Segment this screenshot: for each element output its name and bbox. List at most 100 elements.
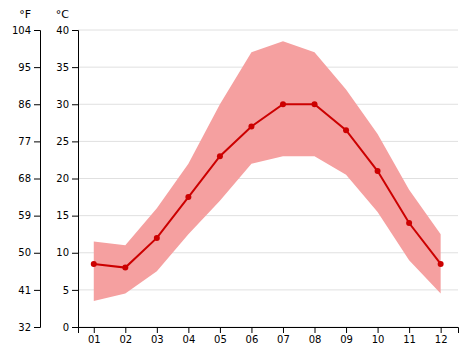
tick-label: 07 (277, 334, 290, 345)
tick-label: 40 (56, 25, 69, 36)
tick: 25 (56, 136, 78, 147)
tick: 15 (56, 210, 78, 221)
tick-label: 35 (56, 62, 69, 73)
tick: 07 (277, 327, 290, 345)
tick-label: 25 (56, 136, 69, 147)
tick: 68 (18, 173, 40, 184)
tick-label: 09 (340, 334, 353, 345)
y-axis: 0 5 10 15 20 25 30 35 40 (56, 25, 78, 333)
tick-label: 06 (246, 334, 259, 345)
tick-mark (346, 327, 347, 333)
tick: 40 (56, 25, 78, 36)
grid-line (78, 30, 458, 31)
tick: 05 (214, 327, 227, 345)
tick-mark (34, 327, 40, 328)
tick-label: 77 (18, 136, 31, 147)
tick-mark (315, 327, 316, 333)
marker (91, 261, 97, 267)
tick: 95 (18, 62, 40, 73)
chart: 0102030405060708091011120510152025303540… (0, 0, 474, 355)
tick-label: 104 (12, 25, 31, 36)
tick-label: 04 (183, 334, 196, 345)
tick: 10 (56, 247, 78, 258)
tick-label: 05 (214, 334, 227, 345)
tick-mark (72, 179, 78, 180)
tick-mark (409, 327, 410, 333)
tick: 35 (56, 62, 78, 73)
tick: 03 (151, 327, 164, 345)
tick: 77 (18, 136, 40, 147)
tick-label: 86 (18, 99, 31, 110)
plot: 0102030405060708091011120510152025303540… (12, 8, 459, 345)
marker (122, 265, 128, 271)
tick-mark (125, 327, 126, 333)
band (94, 41, 441, 301)
tick-mark (72, 290, 78, 291)
tick: 01 (88, 327, 101, 345)
tick: 104 (12, 25, 40, 36)
tick-mark (34, 216, 40, 217)
tick: 08 (309, 327, 322, 345)
tick-label: 32 (18, 322, 31, 333)
marker (343, 127, 349, 133)
tick-label: 03 (151, 334, 164, 345)
tick-mark (283, 327, 284, 333)
axis-line (72, 31, 79, 328)
tick-mark (34, 104, 40, 105)
grid (78, 30, 458, 327)
tick-label: 20 (56, 173, 69, 184)
tick-mark (34, 290, 40, 291)
tick: 86 (18, 99, 40, 110)
tick-mark (72, 67, 78, 68)
tick: 02 (119, 327, 132, 345)
tick: 0 (63, 322, 78, 333)
axis-line (34, 31, 41, 328)
tick-mark (34, 253, 40, 254)
tick-mark (34, 30, 40, 31)
tick-mark (34, 141, 40, 142)
line (94, 104, 441, 267)
y2-axis-label: °F (19, 8, 31, 21)
tick: 20 (56, 173, 78, 184)
tick: 04 (183, 327, 196, 345)
tick-mark (72, 104, 78, 105)
tick-label: 12 (435, 334, 448, 345)
tick-mark (157, 327, 158, 333)
tick-label: 95 (18, 62, 31, 73)
tick: 50 (18, 247, 40, 258)
tick: 41 (18, 285, 40, 296)
tick-mark (72, 30, 78, 31)
y-axis-label: °C (56, 8, 70, 21)
tick-label: 10 (372, 334, 385, 345)
tick-label: 08 (309, 334, 322, 345)
tick: 32 (18, 322, 40, 333)
marker (312, 101, 318, 107)
x-axis: 01 02 03 04 05 06 07 08 09 10 11 12 (79, 327, 459, 345)
marker (154, 235, 160, 241)
marker (406, 220, 412, 226)
tick: 06 (246, 327, 259, 345)
marks (91, 41, 444, 301)
tick-mark (94, 327, 95, 333)
tick-label: 30 (56, 99, 69, 110)
tick: 5 (63, 285, 78, 296)
tick-label: 50 (18, 247, 31, 258)
marker (185, 194, 191, 200)
tick-mark (251, 327, 252, 333)
tick: 59 (18, 210, 40, 221)
tick: 10 (372, 327, 385, 345)
marker (280, 101, 286, 107)
tick: 09 (340, 327, 353, 345)
tick-mark (72, 253, 78, 254)
tick-label: 5 (63, 285, 69, 296)
tick-mark (34, 67, 40, 68)
tick-mark (72, 216, 78, 217)
marker (438, 261, 444, 267)
tick-label: 15 (56, 210, 69, 221)
tick: 30 (56, 99, 78, 110)
marker (217, 153, 223, 159)
tick-label: 11 (403, 334, 416, 345)
y2-axis: 32 41 50 59 68 77 86 95 104 (12, 25, 41, 333)
tick-label: 0 (63, 322, 69, 333)
tick-mark (441, 327, 442, 333)
